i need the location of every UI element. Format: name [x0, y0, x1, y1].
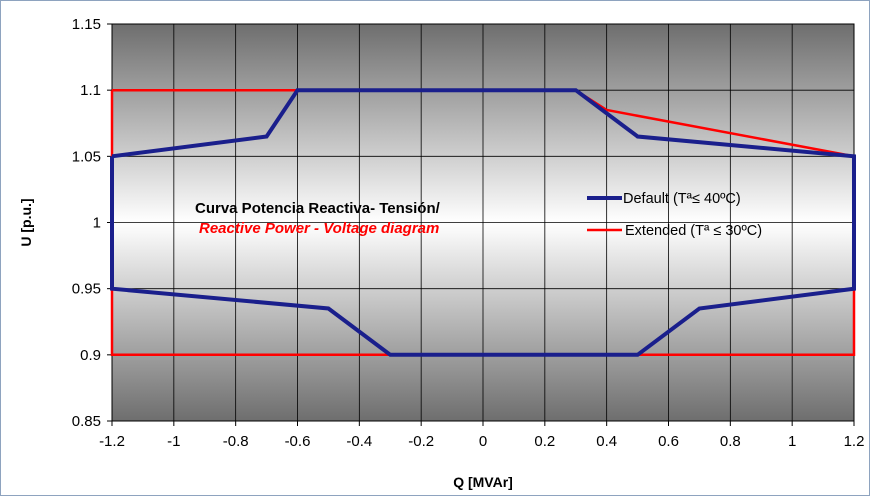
y-tick-label: 1 — [93, 215, 101, 232]
annotation-line-1: Curva Potencia Reactiva- Tensión/ — [195, 200, 441, 217]
x-tick-label: -0.2 — [408, 433, 434, 450]
x-tick-label: -1 — [167, 433, 180, 450]
x-tick-label: 0.2 — [534, 433, 555, 450]
y-tick-label: 1.05 — [72, 148, 101, 165]
x-tick-label: -1.2 — [99, 433, 125, 450]
x-tick-label: -0.4 — [346, 433, 372, 450]
y-tick-label: 1.1 — [80, 82, 101, 99]
legend: Default (Tª≤ 40ºC) Extended (Tª ≤ 30ºC) — [587, 191, 762, 239]
legend-label-default: Default (Tª≤ 40ºC) — [623, 191, 741, 207]
x-tick-label: 0.4 — [596, 433, 617, 450]
x-tick-label: 1.2 — [844, 433, 865, 450]
y-tick-label: 1.15 — [72, 16, 101, 33]
series-default-line — [110, 88, 856, 357]
x-tick-label: 0.6 — [658, 433, 679, 450]
y-tick-label: 0.95 — [72, 281, 101, 298]
series-group — [110, 88, 856, 357]
x-tick-label: 0.8 — [720, 433, 741, 450]
y-axis-title: U [p.u.] — [18, 198, 34, 246]
y-tick-label: 0.9 — [80, 347, 101, 364]
annotation-line-2: Reactive Power - Voltage diagram — [199, 220, 439, 237]
annotation: Curva Potencia Reactiva- Tensión/ Reacti… — [195, 200, 441, 237]
x-tick-label: 1 — [788, 433, 796, 450]
x-tick-label: -0.8 — [223, 433, 249, 450]
x-tick-label: -0.6 — [285, 433, 311, 450]
legend-label-extended: Extended (Tª ≤ 30ºC) — [625, 223, 762, 239]
x-tick-label: 0 — [479, 433, 487, 450]
x-axis-title: Q [MVAr] — [453, 474, 513, 490]
y-tick-label: 0.85 — [72, 413, 101, 430]
